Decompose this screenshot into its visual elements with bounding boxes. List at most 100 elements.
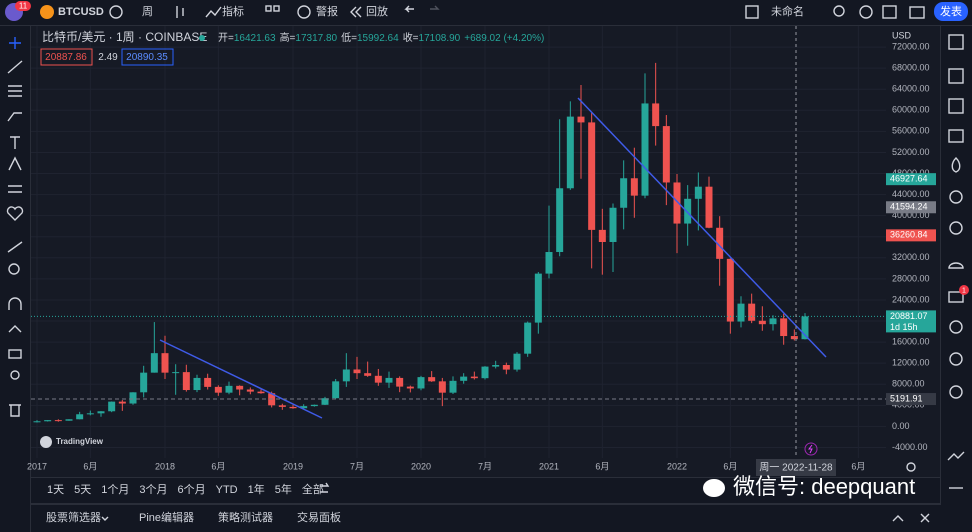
candle-body: [566, 116, 574, 189]
candle-body: [556, 188, 564, 253]
candle-body: [673, 182, 681, 224]
watermark: 微信号: deepquant: [733, 474, 915, 499]
search[interactable]: [833, 5, 845, 17]
candle-body: [620, 178, 628, 208]
price-label: 36260.84: [890, 230, 928, 240]
candle-body: [118, 401, 126, 404]
redo[interactable]: [430, 5, 440, 10]
panel-tab[interactable]: Pine编辑器: [139, 510, 194, 524]
range-bar: [31, 478, 940, 503]
x-tick-label: 2020: [411, 461, 431, 471]
candle-body: [481, 366, 489, 379]
top-bar: [0, 0, 972, 25]
range-button[interactable]: 1天: [47, 484, 64, 496]
candle-body: [662, 126, 670, 183]
ohlc-change: +689.02 (+4.20%): [464, 33, 544, 44]
candle-body: [33, 421, 41, 423]
ask-box[interactable]: [121, 48, 174, 66]
candle-body: [257, 391, 265, 394]
ohlc-value: 16421.63: [234, 33, 276, 44]
panel-tab[interactable]: 策略测试器: [218, 510, 273, 524]
axis-settings[interactable]: [906, 462, 916, 472]
indicators[interactable]: 指标: [222, 4, 244, 18]
logo[interactable]: TradingView: [56, 437, 104, 446]
undo[interactable]: [404, 5, 414, 13]
candle-body: [129, 392, 137, 404]
add-symbol[interactable]: [109, 5, 123, 19]
goto-date[interactable]: [320, 482, 330, 493]
x-tick-label: 2019: [283, 461, 303, 471]
candle-body: [278, 405, 286, 407]
y-tick-label: 12000.00: [892, 358, 930, 368]
range-button[interactable]: 1个月: [101, 483, 129, 496]
badge-bg: [15, 1, 31, 11]
bid-box[interactable]: [40, 48, 93, 66]
event-marker[interactable]: [804, 442, 818, 456]
panel-tab[interactable]: 交易面板: [297, 510, 341, 524]
candle-body: [748, 303, 756, 321]
settings[interactable]: [859, 5, 873, 19]
layout-icon[interactable]: [745, 5, 759, 19]
alert-icon: [297, 5, 311, 19]
bid[interactable]: 20887.86: [45, 52, 87, 63]
countdown: 1d 15h: [890, 322, 918, 332]
panel-controls[interactable]: [892, 513, 930, 523]
candle-body: [684, 198, 692, 224]
ohlc-label: 开=: [218, 33, 234, 44]
y-tick-label: 0.00: [892, 421, 910, 431]
ohlc-label: 低=: [341, 31, 357, 44]
price-axis[interactable]: [886, 26, 940, 458]
publish[interactable]: 发表: [940, 4, 962, 18]
replay-icon: [350, 6, 362, 18]
range-button[interactable]: 5年: [275, 482, 292, 496]
trend-line[interactable]: [577, 97, 827, 358]
plot: [31, 26, 886, 458]
time-axis[interactable]: [31, 458, 940, 477]
fullscreen[interactable]: [882, 5, 897, 19]
ask[interactable]: 20890.35: [126, 52, 168, 63]
y-tick-label: 56000.00: [892, 126, 930, 136]
range-button[interactable]: 6个月: [178, 483, 206, 496]
candle-body: [65, 419, 73, 421]
y-tick-label: 60000.00: [892, 105, 930, 115]
range-button[interactable]: 全部: [302, 482, 324, 496]
templates-b: [273, 5, 280, 12]
candle-body: [609, 207, 617, 242]
snapshot[interactable]: [909, 6, 925, 19]
collapse[interactable]: [101, 516, 109, 521]
trend-line[interactable]: [159, 339, 323, 419]
candle-body: [780, 318, 788, 337]
logo-icon: [40, 436, 52, 448]
candle-body: [321, 398, 329, 405]
x-tick-label: 7月: [350, 461, 364, 471]
alert[interactable]: 警报: [316, 4, 338, 18]
x-tick-label: 6月: [851, 461, 865, 471]
replay[interactable]: 回放: [366, 4, 388, 18]
interval[interactable]: 周: [142, 5, 153, 18]
publish-btn[interactable]: [934, 2, 968, 21]
templates[interactable]: [265, 5, 272, 12]
ohlc-value: 17108.90: [419, 33, 461, 44]
candle-body: [54, 420, 62, 422]
left-toolbar: [0, 26, 30, 532]
symbol[interactable]: BTCUSD: [58, 6, 104, 18]
range-button[interactable]: 5天: [74, 484, 91, 496]
drawing-tools[interactable]: [6, 37, 24, 417]
candle-body: [694, 186, 702, 199]
panel-tab[interactable]: 股票筛选器: [46, 510, 101, 524]
range-button[interactable]: 1年: [248, 482, 265, 496]
ohlc-label: 收=: [403, 31, 419, 44]
price-label-bg: [886, 173, 936, 186]
candle-body: [161, 353, 169, 373]
layout-name[interactable]: 未命名: [771, 4, 804, 18]
candle-body: [598, 229, 606, 242]
range-button[interactable]: 3个月: [139, 483, 167, 496]
range-button[interactable]: YTD: [216, 484, 238, 496]
chart-pane[interactable]: [31, 26, 886, 458]
crosshair-label-bg: [756, 459, 836, 476]
crosshair-date: 周一 2022-11-28: [759, 462, 833, 474]
chart-style[interactable]: [176, 6, 184, 18]
candle-body: [364, 373, 372, 376]
widgets[interactable]: [947, 34, 965, 515]
